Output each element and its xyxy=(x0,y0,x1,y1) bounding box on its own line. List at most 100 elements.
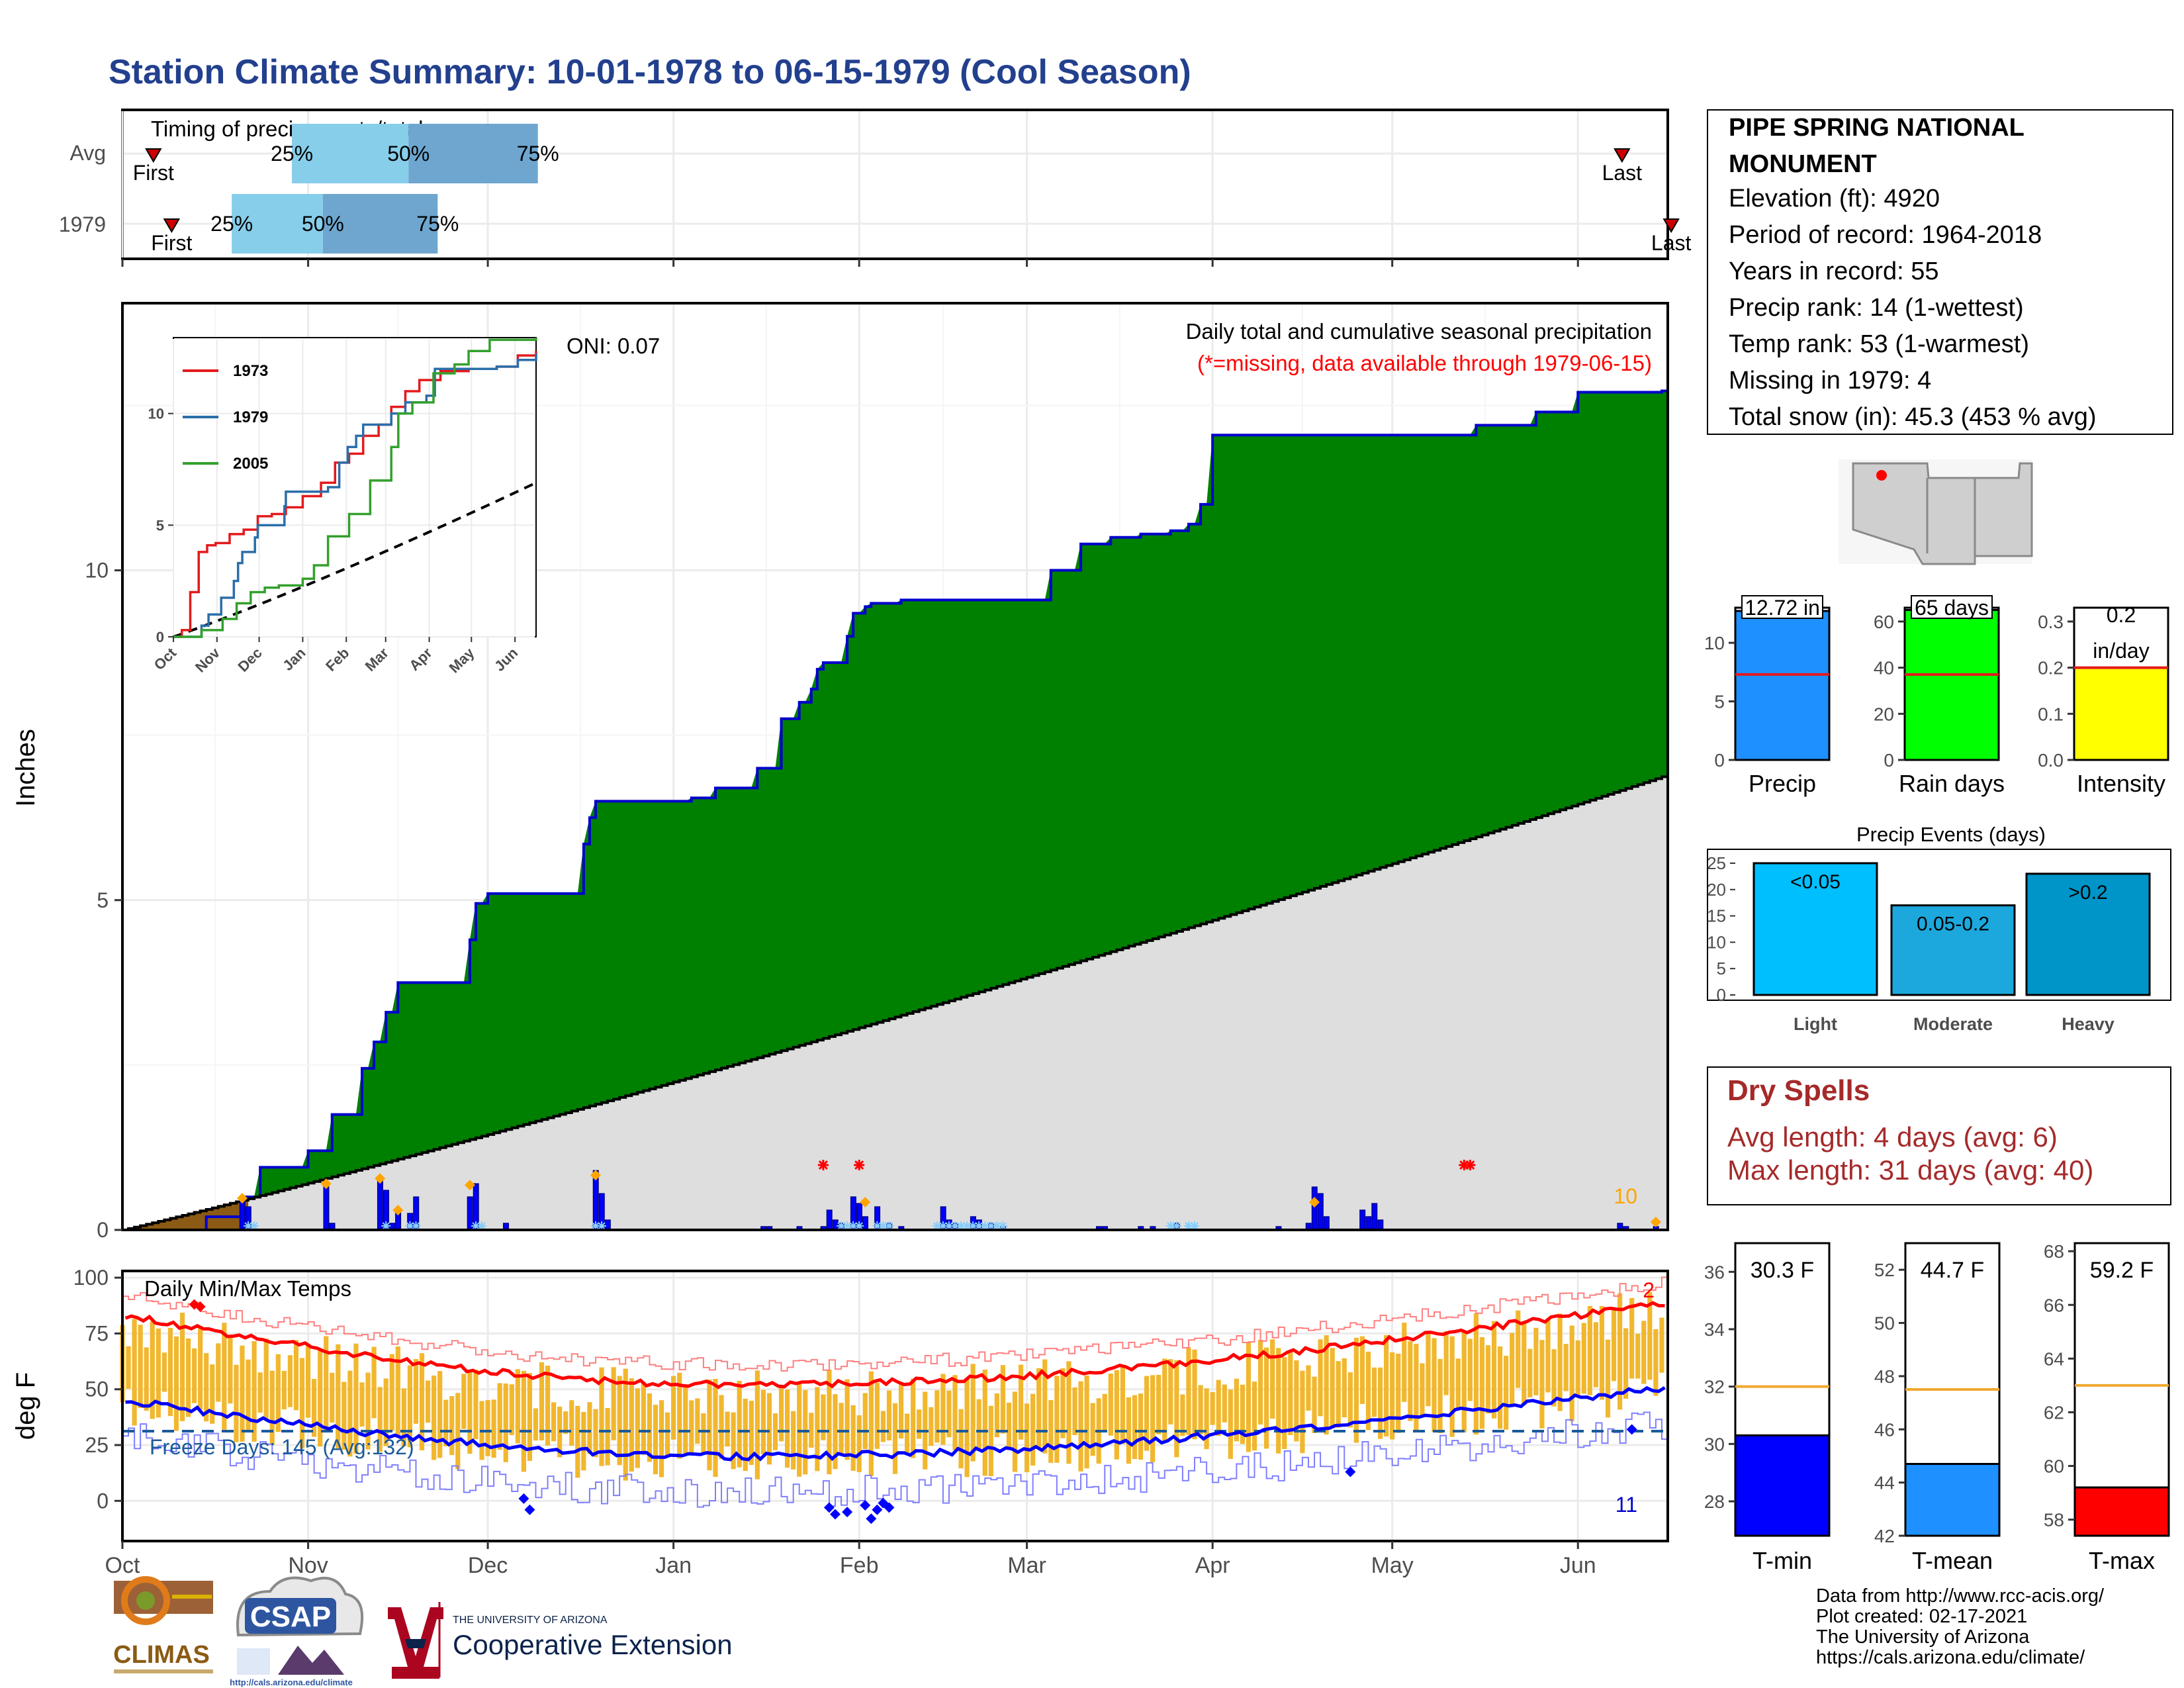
daily-temp-range-bar xyxy=(1635,1333,1641,1379)
rain_days-tick-label: 40 xyxy=(1874,658,1894,679)
daily-temp-range-bar xyxy=(1042,1359,1048,1454)
inset-legend-label: 1979 xyxy=(233,408,268,426)
daily-precip-bar xyxy=(1323,1216,1330,1231)
rain_days-name: Rain days xyxy=(1899,770,2005,797)
tmax-value-label: 59.2 F xyxy=(2090,1258,2154,1283)
daily-temp-range-bar xyxy=(1365,1351,1371,1430)
daily-temp-range-bar xyxy=(318,1349,323,1447)
temp-y-axis-label: deg F xyxy=(11,1372,40,1440)
events-tick-label: 10 xyxy=(1707,932,1726,952)
daily-temp-range-bar xyxy=(964,1378,970,1477)
daily-temp-range-bar xyxy=(353,1343,359,1454)
tmax-tick-label: 64 xyxy=(2044,1348,2064,1369)
rain_days-value-label: 65 days xyxy=(1915,596,1989,620)
daily-temp-range-bar xyxy=(132,1319,137,1426)
precip-y-axis-label: Inches xyxy=(11,729,40,807)
daily-precip-bar xyxy=(862,1216,868,1231)
daily-temp-range-bar xyxy=(1024,1403,1030,1473)
tmean-tick-label: 42 xyxy=(1874,1526,1895,1546)
temp-chart-title: Daily Min/Max Temps xyxy=(144,1276,351,1301)
university-of-arizona-logo: A THE UNIVERSITY OF ARIZONA Cooperative … xyxy=(388,1602,733,1679)
record-low-marker xyxy=(872,1504,883,1515)
daily-temp-range-bar xyxy=(1437,1358,1443,1434)
snow-marker xyxy=(848,1221,858,1231)
inset-y-tick-label: 0 xyxy=(156,629,164,645)
daily-temp-range-bar xyxy=(419,1353,425,1450)
daily-temp-range-bar xyxy=(228,1335,233,1404)
events-tick-label: 5 xyxy=(1717,959,1726,978)
record-low-marker xyxy=(518,1493,529,1504)
heavy-event-marker xyxy=(1650,1217,1661,1228)
record-low-count: 11 xyxy=(1615,1493,1637,1517)
daily-temp-range-bar xyxy=(150,1321,155,1419)
daily-temp-range-bar xyxy=(827,1369,832,1475)
precip-chart-title: Daily total and cumulative seasonal prec… xyxy=(1186,319,1652,344)
daily-temp-range-bar xyxy=(341,1382,347,1450)
daily-temp-range-bar xyxy=(683,1386,688,1454)
daily-temp-range-bar xyxy=(179,1313,185,1421)
daily-temp-range-bar xyxy=(1353,1337,1359,1443)
record-low-marker xyxy=(524,1504,535,1515)
avg-min-line xyxy=(125,1385,1666,1462)
daily-temp-range-bar xyxy=(862,1393,868,1450)
climas-logo-text: CLIMAS xyxy=(113,1641,210,1669)
daily-temp-range-bar xyxy=(1432,1338,1437,1432)
events-tick-label: 0 xyxy=(1717,985,1726,1005)
daily-temp-range-bar xyxy=(994,1393,999,1438)
daily-temp-range-bar xyxy=(1581,1323,1586,1394)
oni-label: ONI: 0.07 xyxy=(567,334,660,358)
daily-temp-range-bar xyxy=(671,1376,676,1440)
daily-temp-range-bar xyxy=(1575,1340,1580,1397)
tmin-name: T-min xyxy=(1752,1547,1812,1574)
daily-temp-range-bar xyxy=(425,1380,431,1423)
snow-marker xyxy=(878,1221,888,1231)
csap-logo-url: http://cals.arizona.edu/climate xyxy=(230,1677,353,1687)
daily-temp-range-bar xyxy=(257,1372,263,1413)
temp-y-tick-label: 75 xyxy=(85,1321,109,1345)
footer-data-source: Data from http://www.rcc-acis.org/ xyxy=(1816,1585,2105,1607)
precip-tick-label: 0 xyxy=(1714,750,1725,771)
daily-precip-bar xyxy=(1311,1186,1318,1231)
daily-temp-range-bar xyxy=(1066,1361,1071,1464)
daily-temp-range-bar xyxy=(1402,1323,1407,1402)
heavy-event-marker xyxy=(392,1205,404,1216)
daily-temp-range-bar xyxy=(1270,1339,1275,1419)
rain_days-tick-label: 60 xyxy=(1874,612,1894,632)
timing-p75-label: 75% xyxy=(416,212,459,236)
tmean-tick-label: 48 xyxy=(1874,1366,1895,1387)
timing-last-label: Last xyxy=(1602,161,1643,185)
heavy-event-marker xyxy=(1309,1197,1320,1208)
inset-legend-label: 1973 xyxy=(233,362,268,380)
daily-temp-range-bar xyxy=(1347,1372,1353,1428)
daily-temp-range-bar xyxy=(784,1389,790,1468)
avg-cumulative-area xyxy=(122,774,1668,1230)
csap-logo-text: CSAP xyxy=(250,1601,331,1633)
dry-spells-max: Max length: 31 days (avg: 40) xyxy=(1727,1154,2093,1186)
daily-temp-range-bar xyxy=(365,1372,371,1450)
daily-temp-range-bar xyxy=(1455,1358,1461,1410)
daily-temp-range-bar xyxy=(545,1366,551,1446)
ua-small-text: THE UNIVERSITY OF ARIZONA xyxy=(453,1615,608,1626)
daily-temp-range-bar xyxy=(593,1409,598,1458)
daily-temp-range-bar xyxy=(1497,1346,1503,1429)
daily-temp-range-bar xyxy=(1186,1347,1191,1435)
snow-marker xyxy=(884,1221,894,1231)
station-period: Period of record: 1964-2018 xyxy=(1729,221,2042,249)
snow-marker xyxy=(854,1221,864,1231)
daily-temp-range-bar xyxy=(934,1390,940,1443)
daily-temp-range-bar xyxy=(1036,1368,1042,1450)
record-low-marker xyxy=(842,1507,853,1518)
daily-temp-range-bar xyxy=(1276,1348,1281,1454)
daily-temp-range-bar xyxy=(222,1323,227,1430)
daily-temp-range-bar xyxy=(1342,1358,1347,1418)
daily-temp-range-bar xyxy=(1030,1393,1036,1466)
daily-temp-range-bar xyxy=(246,1359,251,1432)
tmean-tick-label: 50 xyxy=(1874,1313,1895,1334)
daily-temp-range-bar xyxy=(874,1382,880,1449)
daily-temp-range-bar xyxy=(839,1403,844,1455)
daily-temp-range-bar xyxy=(473,1370,478,1440)
daily-temp-range-bar xyxy=(1234,1378,1239,1442)
daily-temp-range-bar xyxy=(844,1379,850,1460)
daily-temp-range-bar xyxy=(1054,1376,1060,1463)
